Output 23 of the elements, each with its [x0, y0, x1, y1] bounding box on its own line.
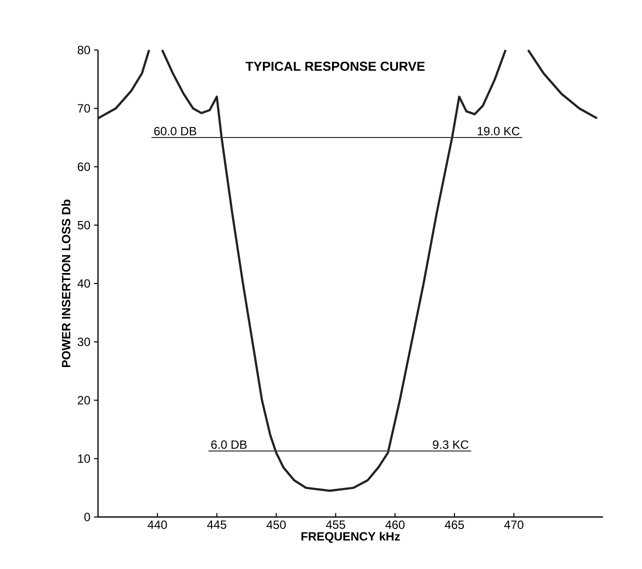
y-tick-label: 40	[77, 279, 90, 288]
y-tick-label: 60	[78, 162, 90, 171]
text: TYPICAL RESPONSE CURVE	[246, 62, 425, 71]
x-tick-label: 440	[148, 520, 167, 529]
y-tick-label: 70	[78, 104, 90, 113]
x-axis-title: FREQUENCY kHz	[301, 532, 400, 543]
x-tick-label: 455	[326, 520, 346, 529]
x-tick-label: 460	[385, 520, 405, 529]
y-tick-label: 50	[78, 220, 90, 230]
x-tick-label: 465	[444, 520, 464, 529]
y-axis-title: POWER INSERTION LOSS Db	[62, 200, 70, 368]
y-tick-label: 0	[84, 512, 90, 522]
annotation: 9.3 KC	[432, 440, 468, 449]
x-tick-label: 470	[504, 520, 524, 529]
y-tick-label: 20	[78, 396, 90, 404]
y-tick-label: 10	[78, 454, 90, 463]
y-tick-label: 80	[78, 46, 90, 54]
x-tick-label: 445	[207, 520, 226, 529]
annotation: 60.0 DB	[154, 126, 196, 136]
x-tick-label: 450	[266, 520, 286, 529]
annotation: 19.0 KC	[478, 126, 520, 136]
annotation: 6.0 DB	[211, 440, 247, 449]
y-tick-label: 30	[78, 338, 90, 346]
